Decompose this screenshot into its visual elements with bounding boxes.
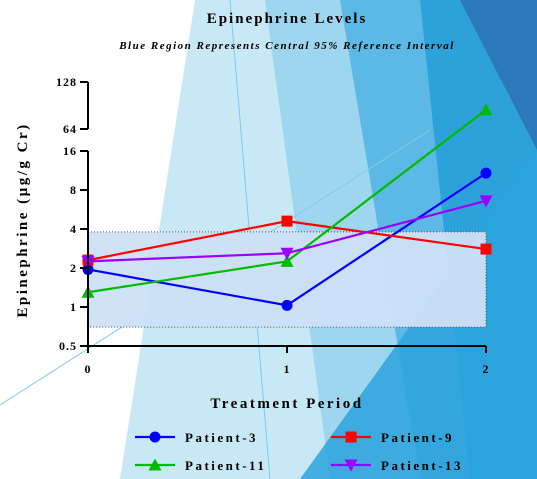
- series-line-segment: [286, 172, 487, 307]
- data-point: [479, 103, 493, 116]
- data-point: [480, 243, 492, 255]
- series-line-segment: [286, 220, 487, 251]
- legend-item-patient-3: Patient-3: [135, 430, 258, 445]
- chart-title: Epinephrine Levels: [207, 11, 368, 27]
- series-line-segment: [286, 199, 487, 255]
- plot-area: [81, 103, 493, 328]
- series-line-segment: [87, 252, 288, 263]
- y-tick-label: 64: [63, 122, 77, 136]
- chart-texts: Epinephrine Levels Blue Region Represent…: [15, 11, 455, 412]
- y-tick-label: 128: [56, 75, 77, 89]
- chart-subtitle: Blue Region Represents Central 95% Refer…: [118, 40, 455, 52]
- legend-item-patient-13: Patient-13: [331, 458, 463, 473]
- legend-marker: [345, 431, 357, 443]
- y-tick-label: 4: [70, 222, 77, 236]
- legend-label: Patient-3: [185, 430, 258, 445]
- legend-marker: [149, 431, 161, 443]
- y-tick-label: 2: [70, 261, 77, 275]
- data-point: [280, 254, 294, 267]
- data-point: [480, 167, 492, 179]
- legend-item-patient-9: Patient-9: [331, 430, 454, 445]
- legend-label: Patient-13: [381, 458, 463, 473]
- series-patient-13: [81, 195, 493, 268]
- y-tick-label: 1: [70, 300, 77, 314]
- series-patient-3: [82, 167, 492, 311]
- legend-marker: [148, 458, 162, 471]
- x-tick-label: 2: [483, 362, 490, 376]
- data-point: [280, 247, 294, 260]
- series-line-segment: [87, 220, 288, 262]
- data-point: [479, 195, 493, 208]
- y-tick-label: 16: [63, 144, 77, 158]
- y-tick-label: 8: [70, 183, 77, 197]
- x-axis-label: Treatment Period: [210, 396, 363, 412]
- y-axis-label: Epinephrine (µg/g Cr): [15, 122, 31, 317]
- legend-item-patient-11: Patient-11: [135, 458, 266, 473]
- series-line-segment: [87, 268, 288, 307]
- axes: 0.5 1 2 4 8 16 64 128 0 1 2: [56, 75, 490, 376]
- x-tick-label: 0: [85, 362, 92, 376]
- y-tick-label: 0.5: [59, 339, 77, 353]
- legend-label: Patient-11: [185, 458, 266, 473]
- legend-label: Patient-9: [381, 430, 454, 445]
- series-line-segment: [286, 108, 487, 263]
- x-tick-label: 1: [284, 362, 291, 376]
- legend: Patient-3 Patient-9 Patient-11 Patient-13: [135, 430, 463, 473]
- data-point: [281, 215, 293, 227]
- series-line-segment: [87, 260, 288, 294]
- legend-marker: [344, 459, 358, 472]
- data-point: [281, 299, 293, 311]
